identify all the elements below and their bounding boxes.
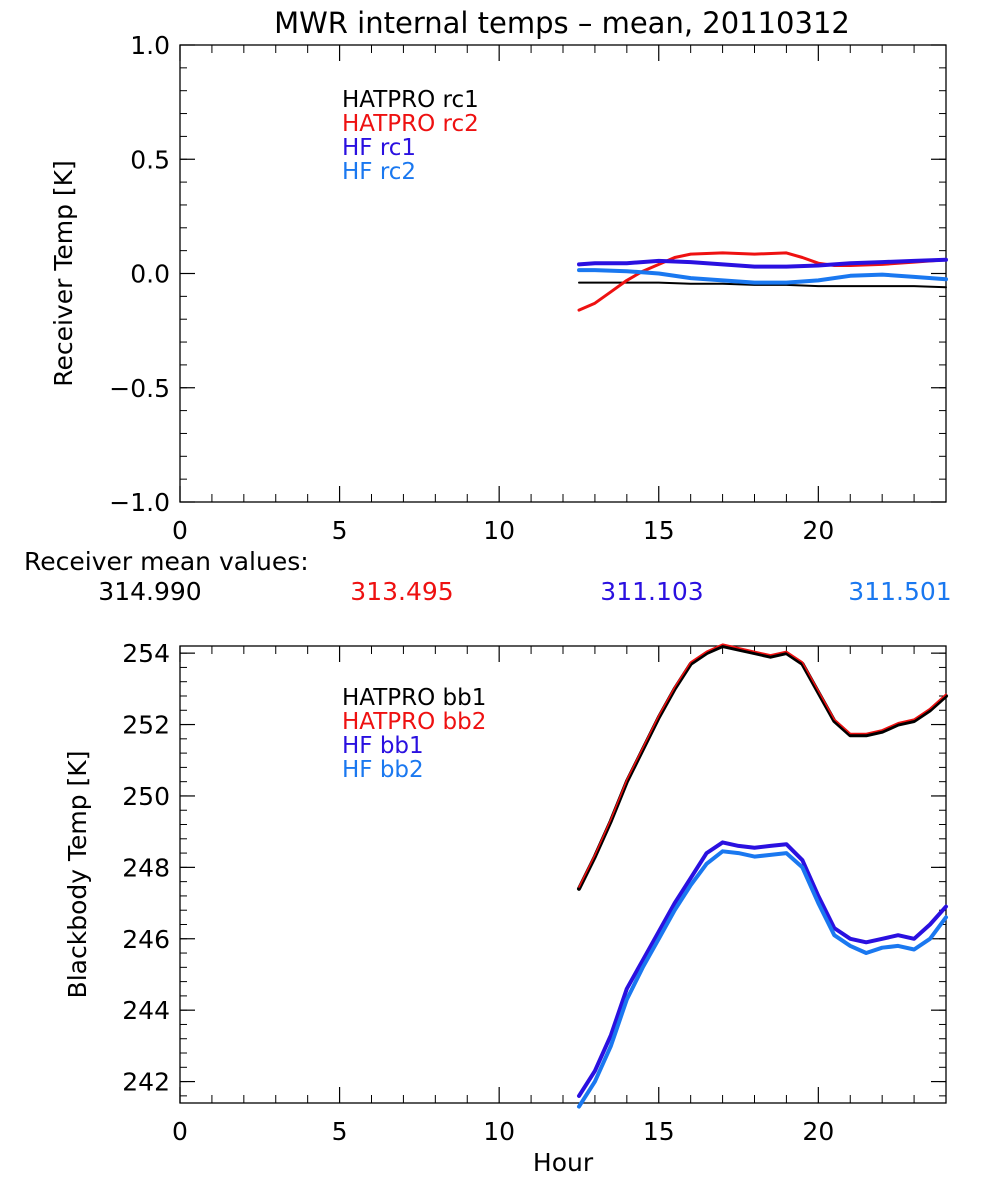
legend-entry-hatpro-rc1: HATPRO rc1 <box>342 87 479 113</box>
receiver-y-tick-label: −1.0 <box>109 488 170 517</box>
series-line-hf-bb2 <box>577 849 948 1109</box>
series-line-hatpro-bb1 <box>577 644 948 891</box>
series-line-hf-rc1 <box>577 257 948 269</box>
receiver-y-tick-label: −0.5 <box>109 374 170 403</box>
blackbody-y-tick-label: 250 <box>122 782 170 811</box>
blackbody-x-tick-label: 5 <box>332 1117 348 1146</box>
legend-entry-hf-bb1: HF bb1 <box>342 733 424 759</box>
blackbody-y-tick-label: 246 <box>122 925 170 954</box>
series-line-hatpro-rc2 <box>577 251 948 312</box>
blackbody-y-tick-label: 244 <box>122 996 170 1025</box>
receiver-mean-value: 313.495 <box>350 577 453 606</box>
receiver-x-tick-label: 20 <box>802 516 834 545</box>
blackbody-y-tick-label: 254 <box>122 639 170 668</box>
series-line-hf-rc2 <box>577 268 948 285</box>
blackbody-x-axis-label: Hour <box>533 1148 594 1177</box>
legend-entry-hf-rc2: HF rc2 <box>342 159 416 185</box>
receiver-means-values: 314.990 313.495 311.103 311.501 <box>98 577 951 606</box>
receiver-y-tick-label: 0.0 <box>130 260 170 289</box>
legend-entry-hf-bb2: HF bb2 <box>342 757 424 783</box>
receiver-y-axis-label: Receiver Temp [K] <box>49 160 78 387</box>
receiver-means-label: Receiver mean values: <box>24 547 309 576</box>
blackbody-y-tick-label: 248 <box>122 853 170 882</box>
series-line-hatpro-bb2 <box>578 643 947 888</box>
chart-title: MWR internal temps – mean, 20110312 <box>274 6 850 40</box>
receiver-y-tick-label: 0.5 <box>130 145 170 174</box>
receiver-x-tick-label: 10 <box>483 516 515 545</box>
receiver-mean-value: 311.501 <box>848 577 951 606</box>
blackbody-x-tick-label: 15 <box>643 1117 675 1146</box>
receiver-x-tick-label: 5 <box>332 516 348 545</box>
blackbody-y-tick-label: 242 <box>122 1068 170 1097</box>
series-line-hatpro-rc1 <box>578 281 947 289</box>
series-line-hf-bb1 <box>577 840 948 1098</box>
legend-entry-hf-rc1: HF rc1 <box>342 135 416 161</box>
receiver-mean-value: 311.103 <box>600 577 703 606</box>
receiver-x-tick-label: 0 <box>172 516 188 545</box>
receiver-y-tick-label: 1.0 <box>130 31 170 60</box>
receiver-mean-value: 314.990 <box>98 577 201 606</box>
receiver-x-tick-label: 15 <box>643 516 675 545</box>
blackbody-x-tick-label: 10 <box>483 1117 515 1146</box>
blackbody-temp-plot: 0 5 10 15 20 242 244 246 248 250 252 254 Blackbody T… <box>63 639 948 1177</box>
legend-entry-hatpro-bb1: HATPRO bb1 <box>342 685 486 711</box>
receiver-plot-frame <box>179 44 947 503</box>
legend-entry-hatpro-bb2: HATPRO bb2 <box>342 709 486 735</box>
blackbody-plot-frame <box>179 645 947 1104</box>
receiver-temp-plot: 0 5 10 15 20 −1.0 −0.5 0.0 0.5 1.0 Receiver Temp [… <box>49 31 948 545</box>
blackbody-x-tick-label: 0 <box>172 1117 188 1146</box>
legend-entry-hatpro-rc2: HATPRO rc2 <box>342 111 479 137</box>
blackbody-x-tick-label: 20 <box>802 1117 834 1146</box>
blackbody-y-tick-label: 252 <box>122 711 170 740</box>
blackbody-y-axis-label: Blackbody Temp [K] <box>63 751 92 999</box>
